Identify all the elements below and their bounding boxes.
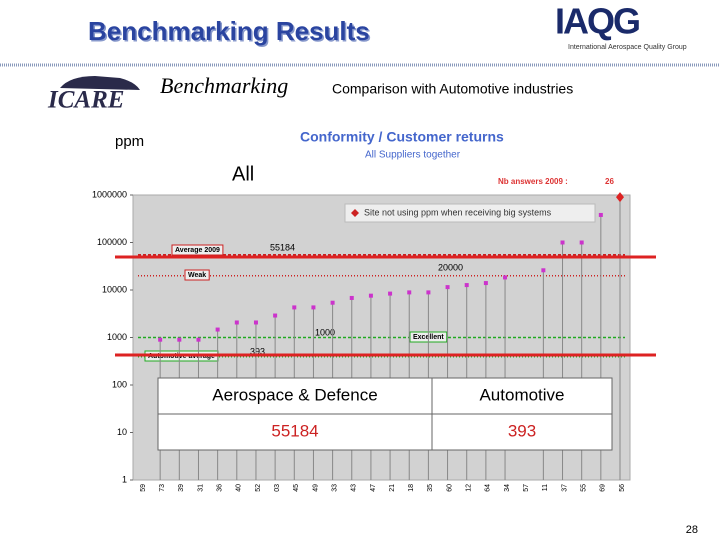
point (311, 305, 316, 310)
x-tick-label: 45 (293, 484, 300, 492)
note-icon (351, 209, 359, 217)
point (560, 240, 565, 245)
reference-label: Average 2009 (175, 247, 220, 254)
x-tick-label: 59 (140, 484, 147, 492)
x-tick-label: 57 (523, 484, 530, 492)
logo-subtitle: International Aerospace Quality Group (568, 44, 687, 51)
point (368, 293, 373, 298)
section-label: Benchmarking (160, 73, 288, 98)
x-tick-label: 18 (408, 484, 415, 492)
x-tick-label: 12 (466, 484, 473, 492)
point (388, 291, 393, 296)
y-tick-label: 10000 (102, 284, 127, 294)
page-number: 28 (686, 524, 698, 536)
chart-subtitle: All Suppliers together (365, 150, 461, 161)
point (616, 192, 624, 203)
title-shadow: Benchmarking Results (90, 17, 372, 47)
x-tick-label: 36 (216, 484, 223, 492)
point (177, 337, 182, 342)
x-tick-label: 11 (542, 484, 549, 491)
reference-label: Weak (188, 272, 206, 279)
point (407, 290, 412, 295)
y-axis-label: ppm (115, 133, 144, 150)
x-tick-label: 69 (600, 484, 607, 492)
x-tick-label: 31 (197, 484, 204, 492)
point (445, 285, 450, 290)
x-tick-label: 55 (581, 484, 588, 492)
y-tick-label: 100000 (97, 237, 127, 247)
point (349, 295, 354, 300)
chart-title: Conformity / Customer returns (300, 129, 504, 145)
table-header: Automotive (479, 385, 564, 404)
slide-title: Benchmarking Results (88, 16, 370, 46)
point (292, 305, 297, 310)
x-tick-label: 37 (561, 484, 568, 492)
point (215, 327, 220, 332)
reference-label-box (184, 269, 210, 281)
subtitle: Comparison with Automotive industries (332, 81, 573, 97)
point (253, 320, 258, 325)
table-cell: 55184 (271, 421, 318, 440)
y-tick-label: 1000000 (92, 189, 127, 199)
point (464, 283, 469, 288)
x-tick-label: 73 (159, 484, 166, 492)
point (541, 268, 546, 273)
x-tick-label: 33 (331, 484, 338, 492)
point (330, 300, 335, 305)
x-tick-label: 43 (351, 484, 358, 492)
point (234, 320, 239, 325)
x-tick-label: 49 (312, 484, 319, 492)
point (273, 313, 278, 318)
logo: IAQG (555, 1, 639, 42)
point (483, 281, 488, 286)
point (579, 240, 584, 245)
partner-logo: ICARE (47, 87, 124, 114)
x-tick-label: 64 (485, 484, 492, 492)
point (196, 337, 201, 342)
x-tick-label: 03 (274, 484, 281, 492)
y-tick-label: 10 (117, 427, 127, 437)
car-icon (60, 76, 140, 90)
y-tick-label: 100 (112, 379, 127, 389)
point (503, 275, 508, 280)
x-tick-label: 40 (236, 484, 243, 492)
nb-answers-label: Nb answers 2009 : (498, 177, 568, 186)
x-tick-label: 52 (255, 484, 262, 492)
y-tick-label: 1 (122, 474, 127, 484)
table-header: Aerospace & Defence (212, 385, 377, 404)
reference-value: 1000 (315, 327, 335, 337)
reference-value: 20000 (438, 262, 463, 272)
nb-answers-value: 26 (605, 177, 614, 186)
x-tick-label: 60 (446, 484, 453, 492)
reference-label-box (171, 244, 224, 256)
point (158, 337, 163, 342)
reference-value: 393 (250, 346, 265, 356)
point (598, 212, 603, 217)
x-tick-label: 39 (178, 484, 185, 492)
y-tick-label: 1000 (107, 332, 127, 342)
x-tick-label: 56 (619, 484, 626, 492)
x-tick-label: 47 (370, 484, 377, 492)
note-box (344, 203, 596, 223)
x-tick-label: 34 (504, 484, 511, 492)
table-cell: 393 (508, 421, 536, 440)
reference-value: 55184 (270, 242, 295, 252)
note: Site not using ppm when receiving big sy… (364, 207, 552, 217)
point (426, 290, 431, 295)
annotation: All (232, 163, 254, 185)
x-tick-label: 35 (427, 484, 434, 492)
x-tick-label: 21 (389, 484, 396, 492)
